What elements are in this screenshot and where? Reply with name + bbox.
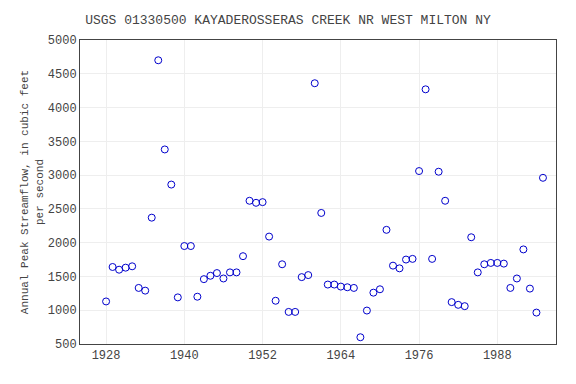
svg-text:1928: 1928	[92, 349, 121, 363]
svg-text:1964: 1964	[326, 349, 355, 363]
svg-text:4500: 4500	[48, 68, 77, 82]
svg-text:Annual Peak Streamflow, in cub: Annual Peak Streamflow, in cubic feetper…	[19, 70, 45, 314]
svg-text:4000: 4000	[48, 102, 77, 116]
svg-text:1952: 1952	[248, 349, 277, 363]
svg-text:3000: 3000	[48, 169, 77, 183]
svg-text:USGS 01330500 KAYADEROSSERAS C: USGS 01330500 KAYADEROSSERAS CREEK NR WE…	[85, 13, 491, 28]
svg-text:1000: 1000	[48, 304, 77, 318]
svg-text:5000: 5000	[48, 34, 77, 48]
svg-text:2500: 2500	[48, 203, 77, 217]
svg-text:1988: 1988	[483, 349, 512, 363]
svg-text:1500: 1500	[48, 271, 77, 285]
svg-text:1940: 1940	[170, 349, 199, 363]
svg-text:2000: 2000	[48, 237, 77, 251]
svg-text:500: 500	[55, 338, 77, 352]
svg-text:3500: 3500	[48, 136, 77, 150]
svg-text:1976: 1976	[405, 349, 434, 363]
